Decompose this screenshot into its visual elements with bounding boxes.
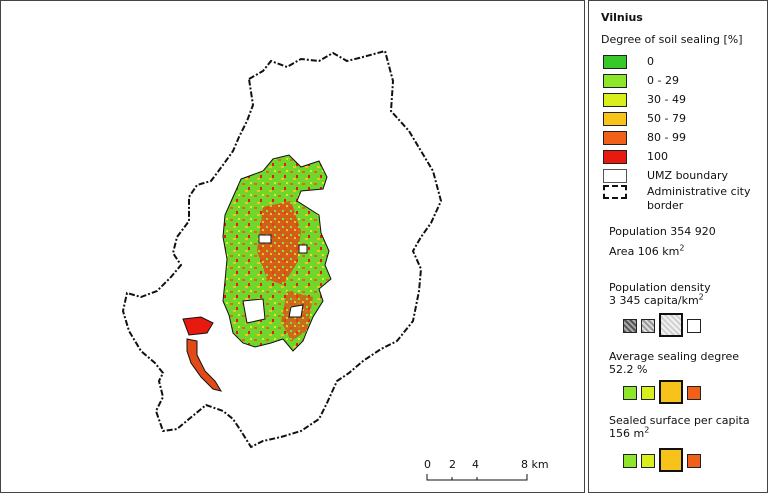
map-canvas: [121, 49, 443, 449]
density-box-city: [659, 313, 683, 337]
class-swatch-1: [603, 74, 627, 88]
population: Population 354 920: [609, 225, 716, 238]
per-capita-box-high: [687, 454, 701, 468]
umz-label: UMZ boundary: [647, 169, 728, 182]
scale-tick-label: 4: [472, 458, 479, 471]
admin-label-2: border: [647, 199, 684, 212]
umz-boundary-swatch: [603, 169, 627, 183]
per-capita-value: 156 m2: [609, 425, 650, 440]
sealing-title: Average sealing degree: [609, 350, 740, 363]
sealing-box-low: [623, 386, 637, 400]
per-capita-box-low: [623, 454, 637, 468]
per-capita-box-mid: [641, 454, 655, 468]
southern-arc: [186, 338, 223, 392]
sealing-value: 52.2 %: [609, 363, 648, 376]
sealing-box-mid: [641, 386, 655, 400]
class-swatch-4: [603, 131, 627, 145]
density-box-high: [623, 319, 637, 333]
map-panel: 0 2 4 8 km: [0, 0, 585, 493]
western-lobe: [182, 316, 214, 336]
dense-core: [257, 201, 301, 285]
density-box-mid: [641, 319, 655, 333]
scale-tick-label: 0: [424, 458, 431, 471]
legend-title: Vilnius: [601, 11, 643, 24]
density-box-low: [687, 319, 701, 333]
administrative-border: [121, 49, 443, 449]
per-capita-box-city: [659, 448, 683, 472]
class-swatch-2: [603, 93, 627, 107]
class-label: 0: [647, 55, 654, 68]
scale-bar-line: [426, 474, 528, 481]
scale-tick-label: 2: [449, 458, 456, 471]
scale-tick-label: 8 km: [521, 458, 549, 471]
class-label: 0 - 29: [647, 74, 679, 87]
admin-border-swatch: [603, 185, 627, 199]
class-label: 80 - 99: [647, 131, 686, 144]
per-capita-title: Sealed surface per capita: [609, 414, 750, 427]
class-label: 30 - 49: [647, 93, 686, 106]
class-label: 100: [647, 150, 668, 163]
class-swatch-0: [603, 55, 627, 69]
admin-label-1: Administrative city: [647, 185, 751, 198]
area: Area 106 km2: [609, 243, 685, 258]
sealing-box-high: [687, 386, 701, 400]
class-swatch-5: [603, 150, 627, 164]
legend-subtitle: Degree of soil sealing [%]: [601, 33, 743, 46]
sealing-box-city: [659, 380, 683, 404]
density-value: 3 345 capita/km2: [609, 292, 704, 307]
density-title: Population density: [609, 281, 711, 294]
class-label: 50 - 79: [647, 112, 686, 125]
class-swatch-3: [603, 112, 627, 126]
legend-panel: Vilnius Degree of soil sealing [%] 0 0 -…: [588, 0, 768, 493]
